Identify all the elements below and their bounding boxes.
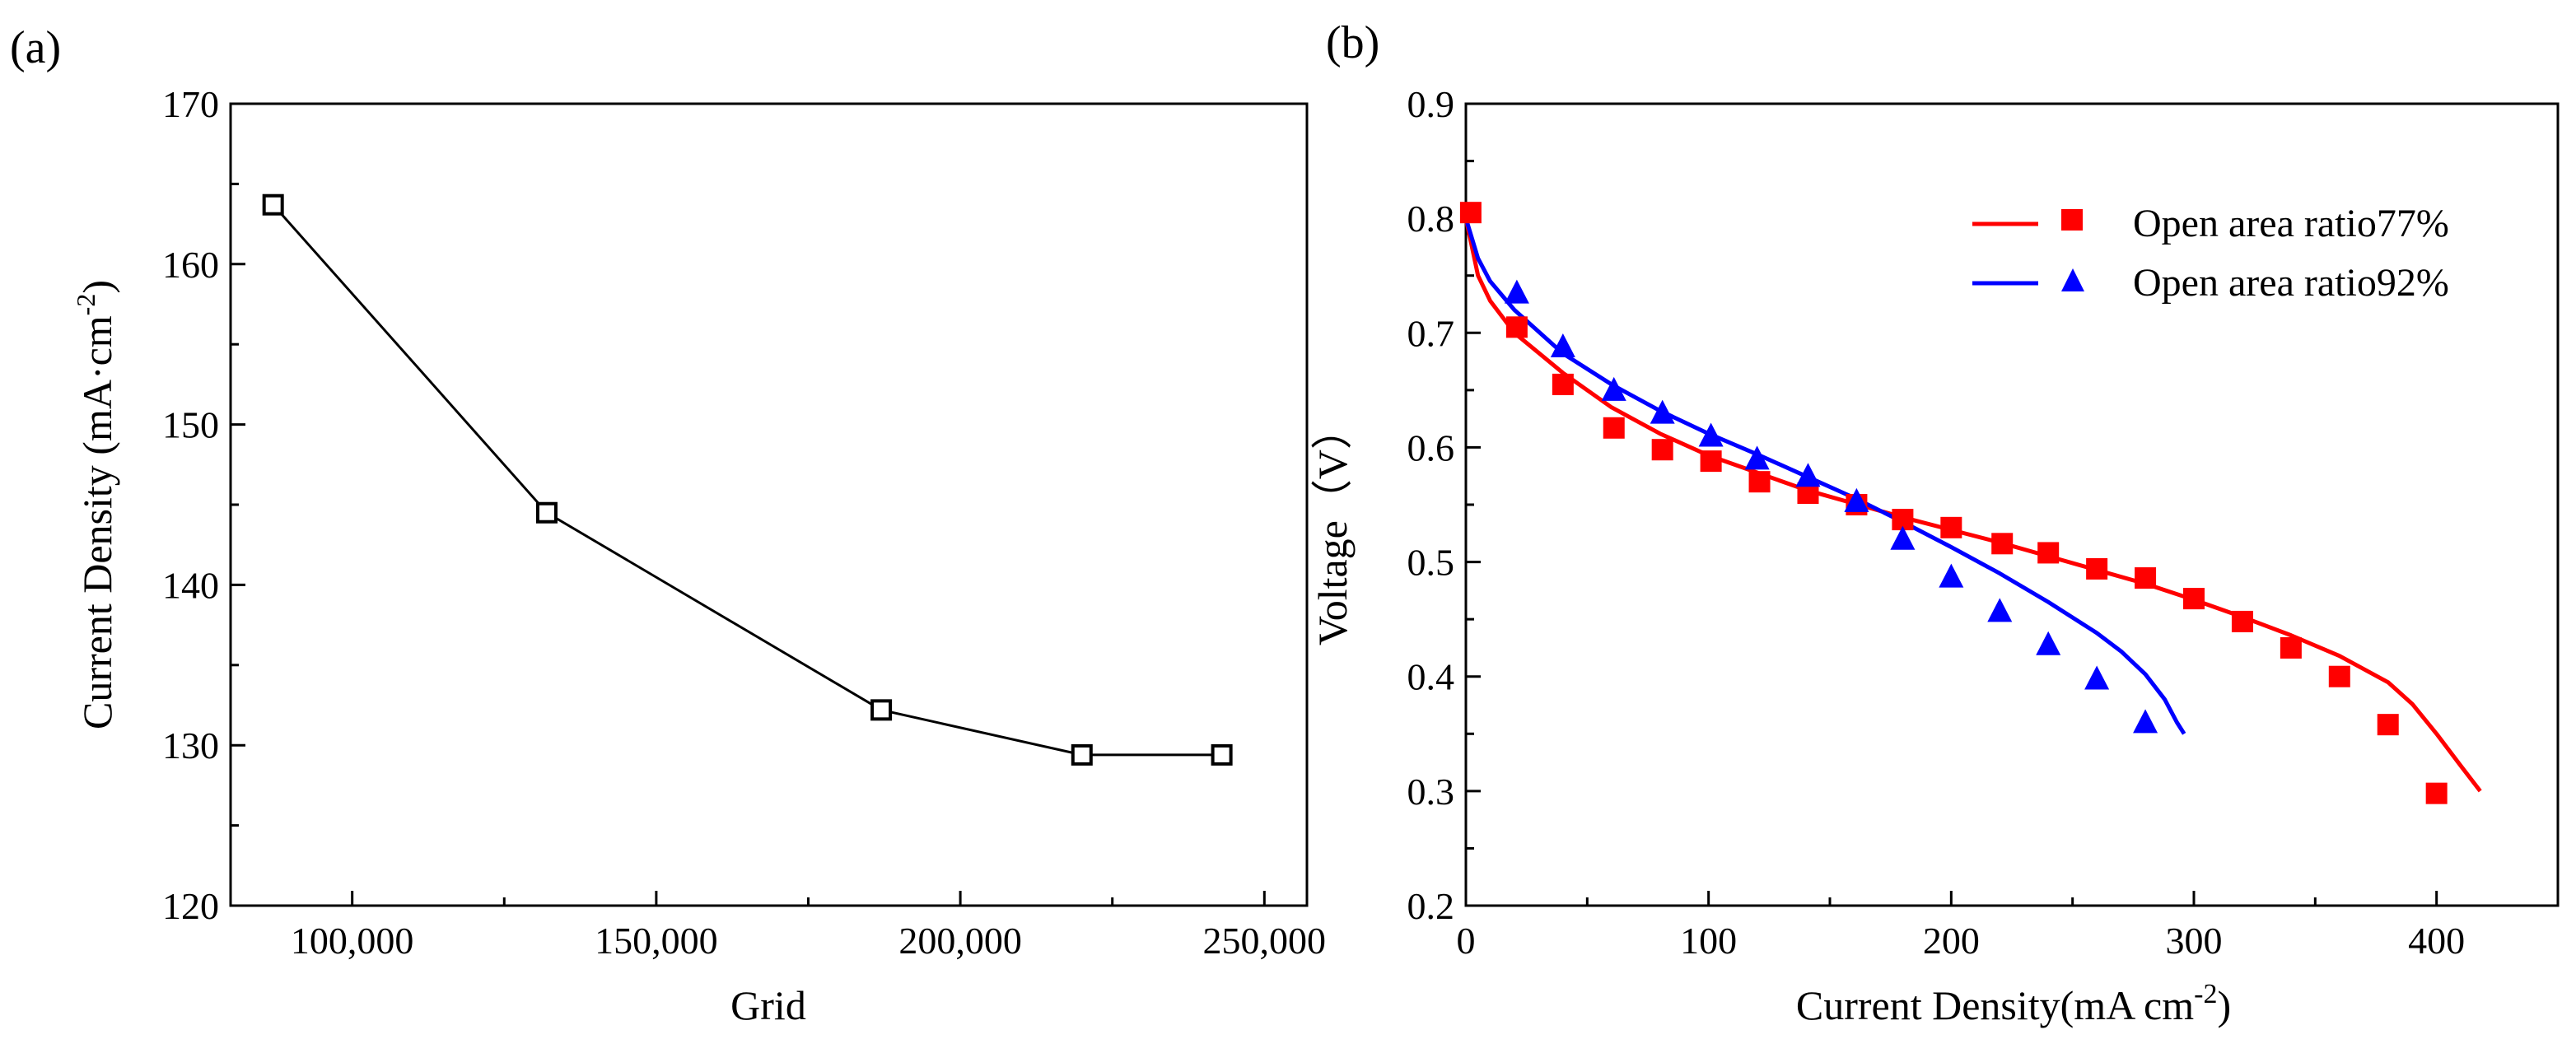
panel-a-series-line	[272, 203, 1222, 757]
panel-b-blue-fit-curve	[1463, 217, 2186, 735]
panel-b-blue-triangle-point	[1698, 422, 1724, 447]
panel-b-x-tick-label: 200	[1923, 920, 1980, 962]
panel-b-red-square-point	[2037, 542, 2060, 564]
panel-b-blue-triangle-point	[1650, 399, 1675, 424]
panel-b-x-tick-labels: 0 100 200 300 400	[1457, 920, 2466, 962]
panel-b-red-square-point	[2086, 557, 2108, 580]
panel-b-red-square-point	[2183, 588, 2205, 610]
panel-a-y-tick-label: 140	[162, 564, 219, 606]
panel-a-y-axis-title-superscript: -2	[71, 294, 100, 316]
legend-label-92: Open area ratio92%	[2133, 261, 2449, 305]
panel-a: (a) 100,000 150,000 200,000 250,000 120 …	[10, 22, 1326, 1028]
panel-b-red-square-point	[1991, 533, 2014, 555]
panel-b-red-square-point	[2135, 567, 2157, 589]
panel-a-x-tick-label: 250,000	[1203, 920, 1327, 962]
panel-b-blue-triangle-point	[2036, 631, 2061, 655]
panel-b-red-square-point	[1552, 373, 1574, 395]
panel-b-y-tick-label: 0.9	[1407, 83, 1455, 125]
panel-a-x-ticks	[351, 891, 1266, 906]
panel-b-y-ticks	[1466, 102, 1481, 907]
panel-b-y-tick-label: 0.3	[1407, 771, 1455, 813]
panel-a-y-tick-label: 150	[162, 404, 219, 446]
panel-a-y-tick-label: 170	[162, 83, 219, 125]
panel-a-y-tick-label: 120	[162, 885, 219, 927]
panel-b-red-square-point	[1940, 516, 1962, 538]
panel-a-y-axis-title-main: Current Density (mA·cm	[74, 315, 120, 729]
panel-a-x-tick-labels: 100,000 150,000 200,000 250,000	[291, 920, 1326, 962]
panel-b-y-tick-labels: 0.2 0.3 0.4 0.5 0.6 0.7 0.8 0.9	[1407, 83, 1455, 927]
panel-b-x-axis-title-close: )	[2217, 982, 2231, 1028]
panel-a-y-tick-labels: 120 130 140 150 160 170	[162, 83, 219, 927]
panel-b-y-axis-title: Voltage（V）	[1309, 408, 1356, 645]
panel-b-y-tick-label: 0.5	[1407, 542, 1455, 584]
panel-b-x-axis-title-main: Current Density(mA cm	[1796, 982, 2194, 1028]
panel-b-x-axis-title-superscript: -2	[2194, 979, 2217, 1009]
panel-b-blue-triangle-point	[1504, 279, 1529, 304]
panel-b-blue-triangle-point	[2084, 665, 2110, 690]
panel-a-y-tick-label: 130	[162, 725, 219, 766]
panel-a-series	[262, 193, 1233, 766]
panel-a-data-point	[1071, 743, 1093, 766]
panel-a-data-point	[870, 699, 893, 721]
panel-b-y-tick-label: 0.6	[1407, 426, 1455, 468]
panel-b-red-square-point	[1748, 471, 1771, 493]
panel-b-blue-triangle-point	[1939, 563, 1964, 588]
panel-a-data-point	[1211, 743, 1233, 766]
panel-b-red-square-point	[1459, 202, 1482, 224]
panel-b-x-tick-label: 100	[1680, 920, 1737, 962]
panel-b-red-square-point	[2328, 665, 2350, 687]
panel-a-data-point	[262, 193, 284, 216]
panel-a-y-ticks	[231, 102, 245, 907]
panel-b-red-square-point	[1651, 439, 1673, 461]
panel-b-blue-triangle-point	[1601, 376, 1626, 401]
panel-b-red-square-point	[2231, 610, 2253, 632]
panel-b-red-square-point	[1505, 316, 1528, 338]
panel-b-red-square-point	[2280, 636, 2302, 659]
panel-b-red-square-point	[2377, 714, 2399, 736]
panel-b-y-tick-label: 0.4	[1407, 656, 1455, 698]
panel-b-label: (b)	[1326, 17, 1379, 68]
panel-b: (b) 0 100 200 300 400 0.2 0.3 0.4 0.5 0.…	[1309, 17, 2560, 1028]
legend-blue-triangle-marker	[2061, 268, 2084, 291]
panel-b-blue-triangle-point	[1987, 598, 2013, 622]
panel-b-x-axis-title: Current Density(mA cm-2)	[1796, 979, 2231, 1028]
panel-b-x-tick-label: 300	[2166, 920, 2223, 962]
panel-a-y-tick-label: 160	[162, 244, 219, 286]
panel-a-x-tick-label: 100,000	[291, 920, 414, 962]
panel-b-y-tick-label: 0.7	[1407, 312, 1455, 354]
panel-a-y-axis-title: Current Density (mA·cm-2)	[71, 280, 120, 729]
panel-b-legend: Open area ratio77% Open area ratio92%	[1972, 202, 2449, 305]
panel-a-data-point	[535, 501, 558, 524]
panel-a-x-tick-label: 200,000	[898, 920, 1022, 962]
panel-b-y-tick-label: 0.2	[1407, 885, 1455, 927]
panel-b-blue-triangle-point	[1744, 445, 1770, 470]
panel-a-y-axis-title-close: )	[74, 280, 120, 294]
panel-b-blue-triangle-point	[1844, 487, 1869, 512]
panel-b-x-tick-label: 0	[1457, 920, 1476, 962]
panel-a-x-tick-label: 150,000	[595, 920, 718, 962]
panel-a-label: (a)	[10, 22, 61, 73]
panel-b-red-square-point	[1603, 417, 1625, 439]
panel-b-blue-triangle-point	[2133, 709, 2158, 734]
panel-b-blue-triangle-point	[1550, 333, 1575, 357]
panel-b-x-ticks	[1464, 891, 2438, 906]
legend-red-square-marker	[2061, 209, 2083, 231]
panel-b-blue-triangle-point	[1890, 525, 1916, 550]
panel-a-x-axis-title: Grid	[730, 982, 806, 1028]
panel-b-series	[1459, 202, 2482, 804]
panel-b-red-square-point	[1700, 450, 1722, 473]
panel-b-red-square-point	[2425, 782, 2448, 804]
panel-b-blue-triangle-point	[1795, 463, 1821, 487]
panel-a-plot-frame	[229, 102, 1309, 907]
panel-b-y-tick-label: 0.8	[1407, 198, 1455, 240]
panel-b-x-tick-label: 400	[2408, 920, 2465, 962]
legend-label-77: Open area ratio77%	[2133, 202, 2449, 245]
